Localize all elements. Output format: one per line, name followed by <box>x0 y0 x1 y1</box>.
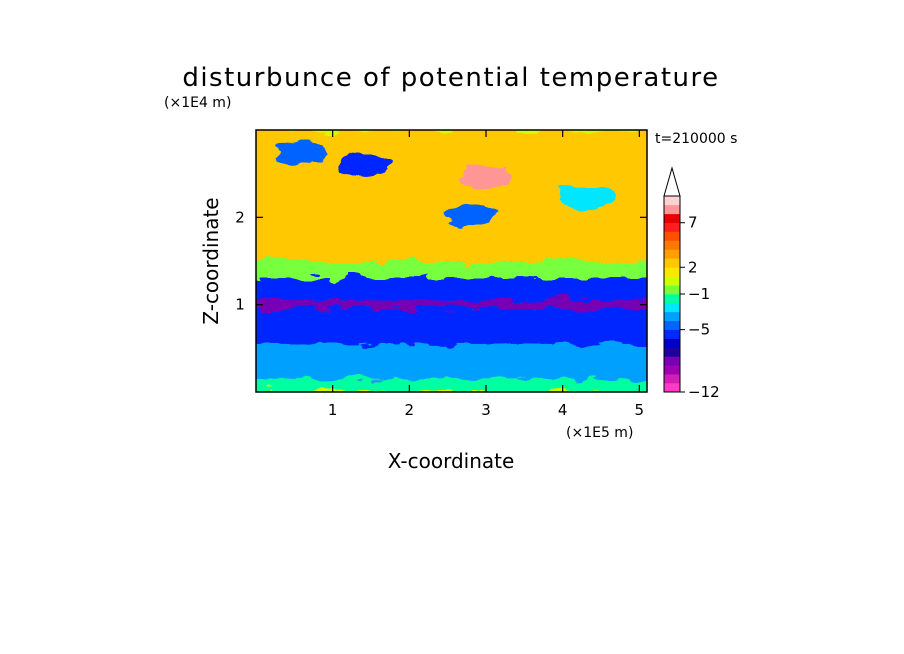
x-tick-label: 1 <box>328 401 338 419</box>
colorbar-tick-label: −12 <box>688 383 720 401</box>
chart-title: disturbunce of potential temperature <box>182 63 719 93</box>
colorbar-swatch <box>664 285 680 295</box>
y-tick-label: 1 <box>235 296 245 314</box>
colorbar-swatch <box>664 276 680 286</box>
colorbar-swatch <box>664 213 680 224</box>
colorbar-swatch <box>664 258 680 268</box>
x-tick-label: 3 <box>481 401 491 419</box>
colorbar-swatch <box>664 329 680 339</box>
colorbar-swatch <box>664 249 680 259</box>
y-unit-label: (×1E4 m) <box>164 95 231 111</box>
colorbar-tick-label: 2 <box>688 258 698 276</box>
colorbar-tick-label: −1 <box>688 285 710 303</box>
colorbar-tick-label: −5 <box>688 321 710 339</box>
colorbar-swatch <box>664 356 680 366</box>
colorbar-swatch <box>664 222 680 232</box>
y-tick-label: 2 <box>235 208 245 226</box>
field-feature-2 <box>337 152 390 177</box>
x-axis-label: X-coordinate <box>388 449 515 473</box>
colorbar-swatch <box>664 374 680 384</box>
colorbar-swatch <box>664 320 680 330</box>
field-band-4 <box>256 261 647 279</box>
colorbar-swatch <box>664 204 680 215</box>
colorbar-swatch <box>664 338 680 348</box>
time-label: t=210000 s <box>655 131 737 147</box>
y-axis-label: Z-coordinate <box>199 197 223 324</box>
heatmap-plot <box>256 130 647 392</box>
y-axis: 12 <box>235 208 647 314</box>
field-feature-0 <box>460 166 512 191</box>
colorbar-swatch <box>664 365 680 375</box>
colorbar-swatch <box>664 383 680 393</box>
x-tick-label: 2 <box>405 401 415 419</box>
colorbar-swatch <box>664 302 680 313</box>
colorbar-swatch <box>664 294 680 304</box>
colorbar-swatch <box>664 196 680 206</box>
field-feature-4 <box>559 183 612 208</box>
colorbar-extend-arrow <box>663 166 681 197</box>
colorbar-swatch <box>664 347 680 357</box>
x-axis: 1 2 3 4 5 <box>328 130 644 419</box>
field-feature-1 <box>444 200 497 225</box>
field-band-2 <box>256 278 647 344</box>
colorbar-swatch <box>664 267 680 277</box>
field-band-3 <box>256 300 647 310</box>
colorbar-swatch <box>664 231 680 241</box>
field-feature-3 <box>276 139 328 164</box>
colorbar-tick-label: 7 <box>688 214 698 232</box>
x-tick-label: 4 <box>558 401 568 419</box>
x-unit-label: (×1E5 m) <box>566 425 633 441</box>
field-band-0 <box>256 378 647 392</box>
plot-frame <box>255 129 648 393</box>
x-tick-label: 5 <box>635 401 645 419</box>
colorbar: 7 2 −1 −5 −12 <box>663 166 720 401</box>
colorbar-swatch <box>664 240 680 250</box>
colorbar-swatch <box>664 311 680 322</box>
field-band-1 <box>256 343 647 379</box>
